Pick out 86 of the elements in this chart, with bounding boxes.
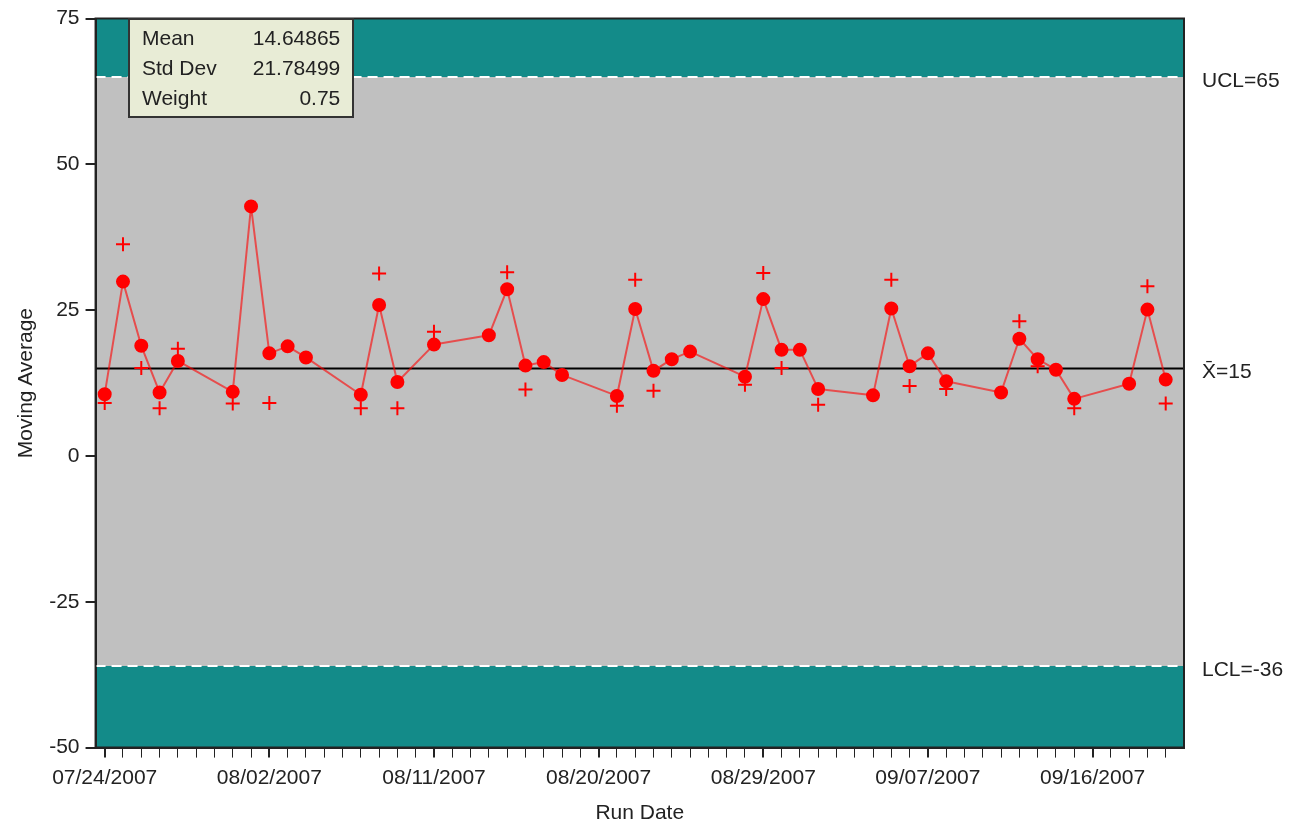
point (353, 387, 368, 402)
y-tick-label: -50 (49, 734, 80, 758)
point (225, 384, 240, 399)
point (298, 350, 313, 365)
point (1157, 395, 1174, 412)
point (389, 400, 406, 417)
y-tick-label: 0 (67, 442, 80, 466)
point (151, 400, 168, 417)
point (500, 282, 515, 297)
point (97, 387, 112, 402)
point (774, 342, 789, 357)
y-tick-label: -25 (49, 588, 80, 612)
point (645, 382, 662, 399)
point (261, 394, 278, 411)
point (609, 388, 624, 403)
ref-line-label: LCL=-36 (1202, 656, 1284, 680)
y-tick-label: 50 (56, 151, 80, 175)
x-axis-title: Run Date (595, 800, 685, 824)
point (792, 342, 807, 357)
point (426, 337, 441, 352)
point (1067, 391, 1082, 406)
point (115, 274, 130, 289)
point (1011, 313, 1028, 330)
point (1139, 278, 1156, 295)
point (994, 385, 1009, 400)
point (152, 385, 167, 400)
point (810, 396, 827, 413)
point (372, 297, 387, 312)
point (390, 374, 405, 389)
point (627, 271, 644, 288)
annotation: Std Dev (142, 56, 217, 80)
point (1012, 331, 1027, 346)
point (114, 236, 131, 253)
x-tick-label: 09/07/2007 (875, 765, 981, 788)
annotation: Weight (142, 86, 208, 110)
point (920, 346, 935, 361)
point (170, 353, 185, 368)
point (646, 363, 661, 378)
point (481, 328, 496, 343)
point (425, 323, 442, 340)
annotation: 0.75 (298, 86, 341, 110)
point (756, 292, 771, 307)
point (518, 358, 533, 373)
point (134, 338, 149, 353)
point (133, 359, 150, 376)
point (499, 264, 516, 281)
x-tick-label: 08/11/2007 (382, 765, 486, 788)
point (901, 378, 918, 395)
y-tick-label: 75 (56, 5, 80, 29)
point (683, 344, 698, 359)
ref-line-label: X̄=15 (1202, 359, 1252, 383)
point (1158, 372, 1173, 387)
point (884, 301, 899, 316)
y-axis-title: Moving Average (13, 307, 37, 459)
point (536, 355, 551, 370)
x-tick-label: 08/29/2007 (710, 765, 816, 788)
point (939, 374, 954, 389)
point (352, 400, 369, 417)
point (737, 369, 752, 384)
x-tick-label: 07/24/2007 (52, 765, 158, 788)
point (773, 359, 790, 376)
point (1122, 376, 1137, 391)
ref-line-label: UCL=65 (1202, 67, 1280, 91)
point (664, 352, 679, 367)
point (517, 381, 534, 398)
point (755, 264, 772, 281)
x-tick-label: 08/02/2007 (216, 765, 322, 788)
point (1048, 362, 1063, 377)
point (169, 340, 186, 357)
annotation: 21.78499 (252, 56, 341, 80)
point (555, 367, 570, 382)
point (866, 388, 881, 403)
y-tick-label: 25 (56, 297, 80, 320)
point (902, 359, 917, 374)
x-tick-label: 09/16/2007 (1039, 765, 1146, 788)
point (262, 346, 277, 361)
point (280, 339, 295, 354)
point (628, 302, 643, 317)
point (371, 265, 388, 282)
point (883, 271, 900, 288)
point (244, 199, 259, 214)
annotation: 14.64865 (252, 26, 341, 50)
x-tick-label: 08/20/2007 (546, 765, 652, 788)
annotation: Mean (142, 26, 196, 50)
point (811, 381, 826, 396)
point (1140, 302, 1155, 317)
